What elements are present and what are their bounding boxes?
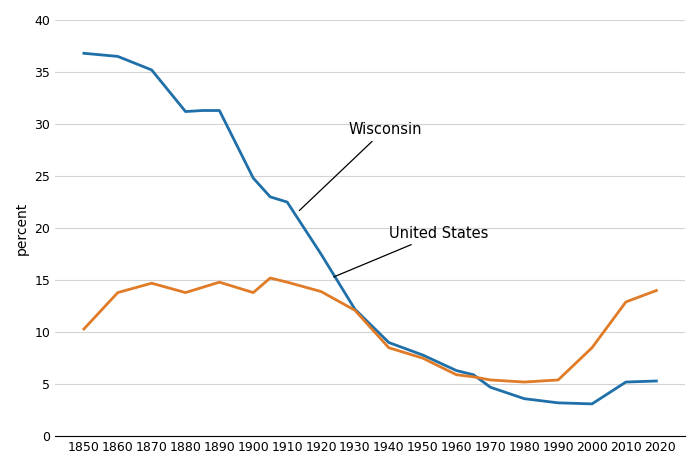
Text: United States: United States xyxy=(334,226,488,277)
Text: Wisconsin: Wisconsin xyxy=(300,122,421,211)
Y-axis label: percent: percent xyxy=(15,202,29,255)
